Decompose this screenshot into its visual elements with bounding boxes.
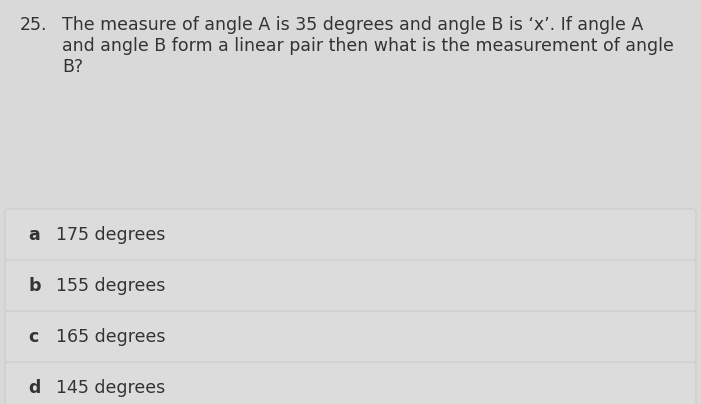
Text: The measure of angle A is 35 degrees and angle B is ‘x’. If angle A: The measure of angle A is 35 degrees and… [62, 16, 644, 34]
Text: c: c [28, 328, 39, 346]
Text: 165 degrees: 165 degrees [56, 328, 165, 346]
Text: and angle B form a linear pair then what is the measurement of angle: and angle B form a linear pair then what… [62, 37, 674, 55]
Text: d: d [28, 379, 41, 397]
Text: 175 degrees: 175 degrees [56, 226, 165, 244]
Text: 145 degrees: 145 degrees [56, 379, 165, 397]
FancyBboxPatch shape [5, 362, 696, 404]
FancyBboxPatch shape [5, 260, 696, 312]
FancyBboxPatch shape [5, 311, 696, 363]
Text: 155 degrees: 155 degrees [56, 277, 165, 295]
Text: B?: B? [62, 58, 83, 76]
FancyBboxPatch shape [5, 209, 696, 261]
Text: 25.: 25. [20, 16, 48, 34]
Text: b: b [28, 277, 41, 295]
Text: a: a [28, 226, 40, 244]
